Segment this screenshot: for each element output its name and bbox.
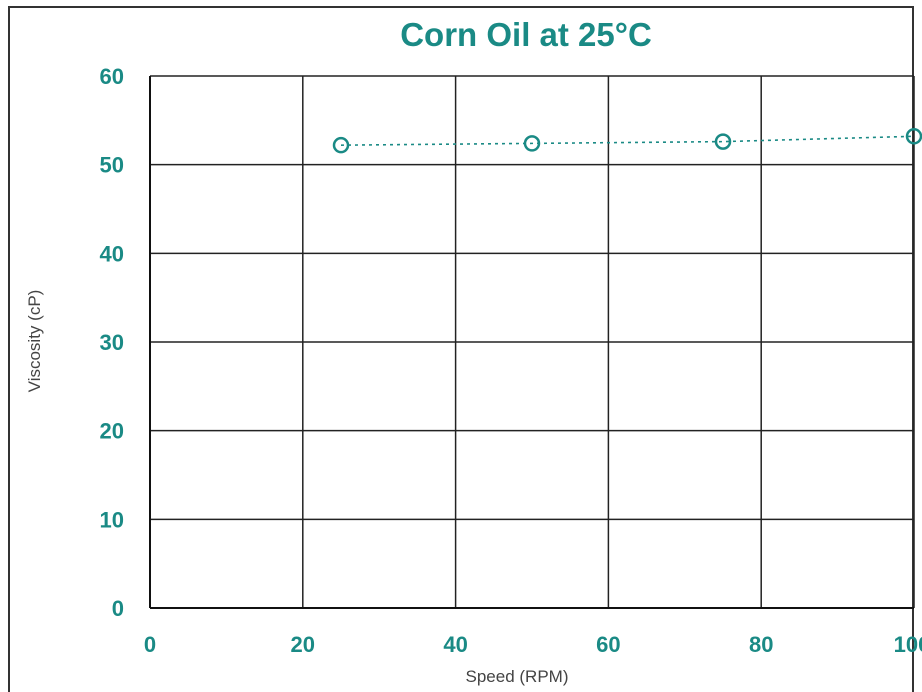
grid <box>149 75 915 609</box>
y-tick-label: 40 <box>100 241 124 266</box>
data-point <box>332 136 350 154</box>
y-tick-label: 20 <box>100 419 124 444</box>
data-point <box>523 135 541 152</box>
data-point <box>905 128 922 145</box>
x-tick-label: 100 <box>894 632 922 657</box>
x-tick-label: 0 <box>144 632 156 657</box>
x-tick-label: 80 <box>749 632 773 657</box>
y-tick-label: 0 <box>112 596 124 621</box>
series-line <box>340 135 915 146</box>
y-axis-label: Viscosity (cP) <box>25 290 44 393</box>
chart-title: Corn Oil at 25°C <box>400 16 652 53</box>
x-axis-label: Speed (RPM) <box>466 667 569 686</box>
y-tick-label: 50 <box>100 153 124 178</box>
x-tick-label: 60 <box>596 632 620 657</box>
y-tick-label: 30 <box>100 330 124 355</box>
chart-frame <box>8 6 914 692</box>
x-tick-label: 40 <box>443 632 467 657</box>
tick-labels: 0 20 40 60 80 100 0 10 20 30 40 50 60 <box>100 64 922 657</box>
series <box>332 128 922 154</box>
x-tick-label: 20 <box>291 632 315 657</box>
y-tick-label: 60 <box>100 64 124 89</box>
data-point <box>714 133 732 150</box>
y-tick-label: 10 <box>100 507 124 532</box>
